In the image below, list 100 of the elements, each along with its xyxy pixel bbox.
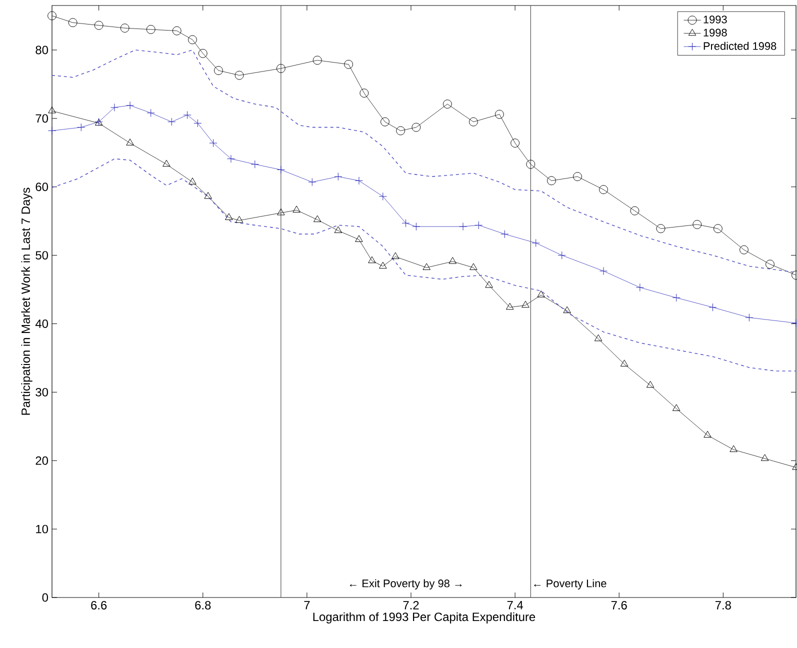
- point: [412, 222, 420, 231]
- ref-line-label: ← Poverty Line: [534, 579, 606, 590]
- point: [522, 300, 530, 308]
- point: [510, 138, 520, 148]
- y-axis-title: Participation in Market Work in Last 7 Days: [21, 188, 32, 415]
- point: [162, 160, 170, 167]
- point: [760, 454, 769, 461]
- point: [599, 266, 608, 276]
- point: [378, 192, 387, 200]
- point: [126, 101, 134, 110]
- point: [458, 222, 468, 231]
- point: [198, 48, 208, 58]
- y-tick-label: 80: [36, 46, 48, 54]
- point: [537, 290, 545, 298]
- point: [188, 35, 197, 44]
- point: [422, 263, 430, 270]
- point: [313, 215, 322, 222]
- point: [355, 235, 363, 242]
- point: [146, 25, 156, 34]
- y-tick-label: 10: [36, 524, 48, 534]
- point: [714, 224, 722, 234]
- point: [494, 110, 504, 119]
- point: [204, 192, 212, 199]
- y-tick-label: 60: [36, 182, 48, 192]
- x-tick-label: 7.8: [715, 601, 731, 610]
- point: [708, 303, 717, 312]
- point: [506, 302, 514, 310]
- point: [656, 224, 666, 234]
- point: [110, 103, 118, 112]
- point: [146, 108, 155, 117]
- point: [573, 172, 582, 182]
- point: [563, 306, 571, 314]
- y-tick-label: 50: [36, 251, 48, 260]
- x-tick-label: 7.4: [507, 601, 524, 610]
- point: [558, 251, 566, 260]
- point: [468, 117, 478, 126]
- point: [745, 314, 754, 322]
- point: [126, 138, 134, 146]
- point: [402, 219, 410, 228]
- point: [226, 154, 236, 163]
- point: [646, 380, 654, 388]
- x-tick-label: 7.6: [611, 601, 627, 610]
- point: [276, 166, 285, 174]
- point: [620, 360, 628, 366]
- x-tick-label: 6.8: [195, 601, 211, 610]
- point: [250, 160, 259, 168]
- point: [77, 123, 86, 132]
- point: [183, 110, 192, 120]
- point: [740, 245, 748, 254]
- point: [68, 18, 78, 28]
- point: [766, 260, 774, 269]
- point: [672, 294, 680, 302]
- point: [380, 117, 390, 126]
- legend-label: Predicted 1998: [704, 42, 776, 50]
- point: [396, 126, 406, 136]
- point: [704, 430, 712, 438]
- point: [532, 238, 540, 248]
- y-tick-label: 30: [36, 388, 48, 396]
- point: [172, 26, 182, 36]
- x-tick-label: 7: [304, 601, 310, 610]
- point: [412, 122, 421, 132]
- point: [188, 178, 196, 184]
- point: [672, 404, 680, 411]
- y-tick-label: 0: [42, 593, 48, 602]
- legend-label: 1993: [704, 16, 727, 24]
- point: [225, 213, 233, 220]
- point: [194, 119, 202, 128]
- point: [594, 334, 602, 342]
- point: [599, 185, 608, 194]
- point: [730, 445, 738, 452]
- point: [379, 262, 387, 269]
- annotation: ← Exit Poverty by 98 →: [350, 579, 462, 590]
- point: [392, 252, 400, 260]
- point: [120, 24, 130, 33]
- point: [344, 60, 354, 69]
- point: [334, 226, 342, 234]
- point: [474, 221, 483, 230]
- point: [630, 206, 640, 216]
- point: [547, 176, 556, 186]
- point: [334, 172, 342, 181]
- point: [235, 216, 244, 223]
- point: [636, 283, 644, 292]
- point: [368, 256, 376, 264]
- point: [470, 263, 478, 270]
- point: [209, 139, 218, 148]
- point: [526, 160, 536, 169]
- line-series: [52, 158, 796, 372]
- x-tick-label: 6.6: [91, 601, 107, 610]
- point: [48, 106, 56, 114]
- point: [485, 280, 493, 288]
- point: [234, 70, 244, 80]
- point: [292, 206, 300, 212]
- point: [308, 178, 316, 186]
- point: [500, 230, 509, 238]
- point: [276, 64, 286, 73]
- point: [168, 118, 176, 126]
- point: [214, 66, 223, 75]
- point: [94, 20, 104, 30]
- point: [442, 100, 452, 108]
- point: [360, 88, 369, 98]
